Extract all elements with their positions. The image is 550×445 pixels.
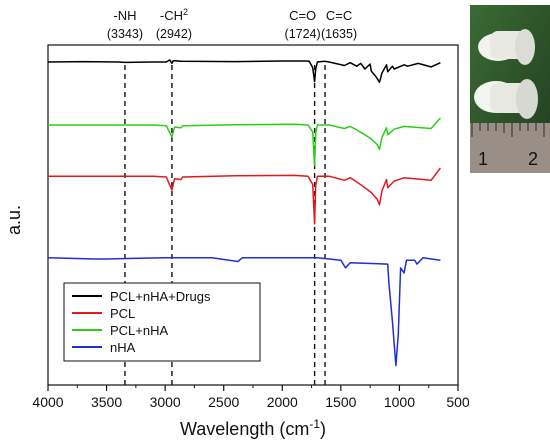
ruler-label-2: 2 <box>528 149 538 169</box>
annotation-value: (3343) <box>107 27 143 41</box>
x-axis-label: Wavelength (cm-1) <box>180 417 326 439</box>
annotation-name: C=C <box>326 8 352 23</box>
x-tick-label: 2500 <box>208 394 239 410</box>
legend-label: nHA <box>110 340 136 355</box>
series-line-pcl-nha-drugs <box>47 59 441 84</box>
series-line-pcl <box>48 167 441 225</box>
inset-photo: 1 2 <box>470 5 550 173</box>
legend-label: PCL+nHA <box>110 323 168 338</box>
ruler-label-1: 1 <box>478 149 488 169</box>
series-line-nha <box>47 256 441 367</box>
legend: PCL+nHA+Drugs PCL PCL+nHA nHA <box>63 282 261 362</box>
series-line-pcl-nha <box>48 117 441 167</box>
annotation-name: C=O <box>289 8 316 23</box>
annotation-value: (1724) <box>285 27 321 41</box>
annotation-name: -CH2 <box>160 7 188 23</box>
annotation-value: (2942) <box>156 27 192 41</box>
x-tick-label: 3000 <box>150 394 181 410</box>
y-axis-label: a.u. <box>4 205 24 235</box>
scaffold-photo-illustration: 1 2 <box>470 5 550 173</box>
x-tick-label: 500 <box>446 394 470 410</box>
x-tick-label: 4000 <box>32 394 63 410</box>
peak-annotations: -NH (3343) -CH2 (2942) C=O (1724) C=C (1635) <box>107 7 357 385</box>
legend-label: PCL <box>110 306 135 321</box>
legend-label: PCL+nHA+Drugs <box>110 289 211 304</box>
annotation-name: -NH <box>113 8 136 23</box>
x-tick-label: 2000 <box>267 394 298 410</box>
series-layer <box>47 59 441 367</box>
x-axis: 4000 3500 3000 2500 2000 1500 1000 500 Wavelengt… <box>32 385 470 439</box>
annotation-value: (1635) <box>321 27 357 41</box>
x-tick-label: 1000 <box>384 394 415 410</box>
x-tick-label: 3500 <box>91 394 122 410</box>
x-tick-label: 1500 <box>325 394 356 410</box>
